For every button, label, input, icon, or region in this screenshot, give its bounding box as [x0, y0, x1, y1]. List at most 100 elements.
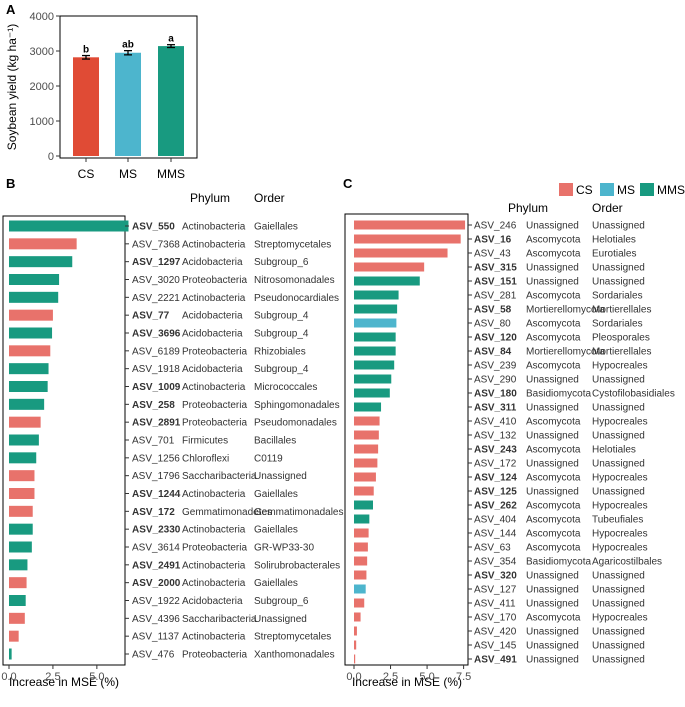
bacteria-x-tick-label: 5.0: [89, 671, 104, 683]
fungi-order-label: Hypocreales: [592, 473, 648, 484]
fungi-phylum-label: Ascomycota: [526, 417, 581, 428]
bacteria-order-label: Sphingomonadales: [254, 400, 340, 411]
fungi-bar: [354, 276, 420, 286]
bacteria-phylum-label: Actinobacteria: [182, 489, 246, 500]
bacteria-asv-label: ASV_1244: [132, 489, 181, 500]
fungi-asv-label: ASV_172: [474, 459, 517, 470]
fungi-phylum-label: Ascomycota: [526, 529, 581, 540]
fungi-order-label: Unassigned: [592, 599, 645, 610]
panel-label-a: A: [6, 2, 16, 17]
bacteria-bar: [9, 595, 26, 606]
yield-x-tick-label: CS: [78, 167, 95, 181]
fungi-bar: [354, 598, 365, 608]
fungi-asv-label: ASV_239: [474, 361, 517, 372]
fungi-asv-label: ASV_320: [474, 571, 517, 582]
bacteria-asv-label: ASV_1922: [132, 596, 180, 607]
fungi-asv-label: ASV_43: [474, 249, 511, 260]
legend: CS MS MMS: [559, 183, 685, 197]
bacteria-order-label: Xanthomonadales: [254, 650, 335, 661]
fungi-phylum-label: Unassigned: [526, 585, 579, 596]
fungi-order-label: Hypocreales: [592, 501, 648, 512]
fungi-asv-label: ASV_144: [474, 529, 517, 540]
bacteria-phylum-label: Actinobacteria: [182, 293, 246, 304]
bacteria-phylum-label: Proteobacteria: [182, 400, 247, 411]
bacteria-order-label: Pseudomonadales: [254, 418, 337, 429]
fungi-asv-label: ASV_246: [474, 221, 517, 232]
bacteria-bar: [9, 648, 12, 660]
yield-y-tick-label: 4000: [30, 11, 54, 23]
bacteria-order-label: Gaiellales: [254, 222, 298, 233]
fungi-x-tick-label: 2.5: [383, 671, 398, 683]
fungi-phylum-label: Mortierellomycota: [526, 305, 605, 316]
yield-significance-letter: b: [83, 45, 89, 56]
bacteria-x-axis-label: Increase in MSE (%): [9, 675, 119, 689]
fungi-phylum-label: Basidiomycota: [526, 389, 591, 400]
bacteria-phylum-label: Firmicutes: [182, 436, 228, 447]
fungi-asv-label: ASV_491: [474, 655, 517, 666]
fungi-bar: [354, 304, 398, 314]
fungi-order-label: Unassigned: [592, 655, 645, 666]
fungi-order-label: Hypocreales: [592, 543, 648, 554]
fungi-bar: [354, 430, 379, 440]
fungi-bar: [354, 542, 368, 552]
fungi-asv-label: ASV_151: [474, 277, 517, 288]
fungi-x-tick-label: 7.5: [456, 671, 471, 683]
fungi-order-label: Pleosporales: [592, 333, 650, 344]
bacteria-asv-label: ASV_2491: [132, 560, 181, 571]
bacteria-phylum-label: Proteobacteria: [182, 650, 247, 661]
fungi-phylum-label: Basidiomycota: [526, 557, 591, 568]
fungi-bar: [354, 290, 399, 300]
fungi-order-label: Sordariales: [592, 319, 643, 330]
fungi-order-label: Tubeufiales: [592, 515, 643, 526]
bacteria-bar: [9, 381, 48, 392]
fungi-bar: [354, 402, 382, 412]
fungi-bar: [354, 360, 395, 370]
bacteria-bar: [9, 452, 37, 464]
bacteria-order-label: Gaiellales: [254, 578, 298, 589]
fungi-order-label: Unassigned: [592, 571, 645, 582]
fungi-phylum-label: Unassigned: [526, 263, 579, 274]
fungi-order-label: Unassigned: [592, 431, 645, 442]
bacteria-asv-label: ASV_701: [132, 436, 175, 447]
bacteria-order-label: Subgroup_4: [254, 311, 309, 322]
bacteria-bar: [9, 291, 59, 303]
bacteria-phylum-label: Acidobacteria: [182, 364, 243, 375]
legend-label-cs: CS: [576, 183, 593, 197]
fungi-asv-label: ASV_311: [474, 403, 517, 414]
fungi-importance-chart: Phylum Order Increase in MSE (%) ASV_246…: [344, 201, 675, 689]
fungi-order-label: Mortierellales: [592, 305, 651, 316]
bacteria-phylum-label: Actinobacteria: [182, 239, 246, 250]
fungi-bar: [354, 472, 376, 482]
bacteria-bar: [9, 416, 41, 428]
bacteria-bar: [9, 238, 77, 250]
fungi-bar: [354, 374, 392, 384]
fungi-order-label: Unassigned: [592, 263, 645, 274]
fungi-bar: [354, 346, 396, 356]
fungi-asv-label: ASV_411: [474, 599, 516, 610]
fungi-asv-label: ASV_84: [474, 347, 512, 358]
bacteria-bar: [9, 363, 49, 375]
bacteria-bar: [9, 309, 53, 321]
fungi-asv-label: ASV_127: [474, 585, 517, 596]
fungi-asv-label: ASV_243: [474, 445, 517, 456]
bacteria-bar: [9, 398, 45, 410]
fungi-asv-label: ASV_281: [474, 291, 517, 302]
bacteria-importance-chart: Phylum Order Increase in MSE (%) ASV_550…: [1, 191, 343, 689]
fungi-phylum-label: Ascomycota: [526, 445, 581, 456]
bacteria-asv-label: ASV_4396: [132, 614, 180, 625]
fungi-phylum-label: Mortierellomycota: [526, 347, 605, 358]
bacteria-phylum-label: Actinobacteria: [182, 632, 246, 643]
fungi-bar: [354, 514, 370, 524]
fungi-bar: [354, 234, 461, 244]
bacteria-asv-label: ASV_1009: [132, 382, 181, 393]
bacteria-order-label: Gaiellales: [254, 489, 298, 500]
fungi-asv-label: ASV_125: [474, 487, 517, 498]
bacteria-phylum-label: Acidobacteria: [182, 596, 243, 607]
bacteria-order-label: Unassigned: [254, 471, 307, 482]
fungi-phylum-label: Unassigned: [526, 459, 579, 470]
bacteria-asv-label: ASV_3614: [132, 543, 180, 554]
bacteria-order-label: Solirubrobacterales: [254, 560, 340, 571]
fungi-asv-label: ASV_124: [474, 473, 517, 484]
bacteria-bar: [9, 327, 53, 339]
bacteria-x-tick-label: 0.0: [1, 671, 16, 683]
